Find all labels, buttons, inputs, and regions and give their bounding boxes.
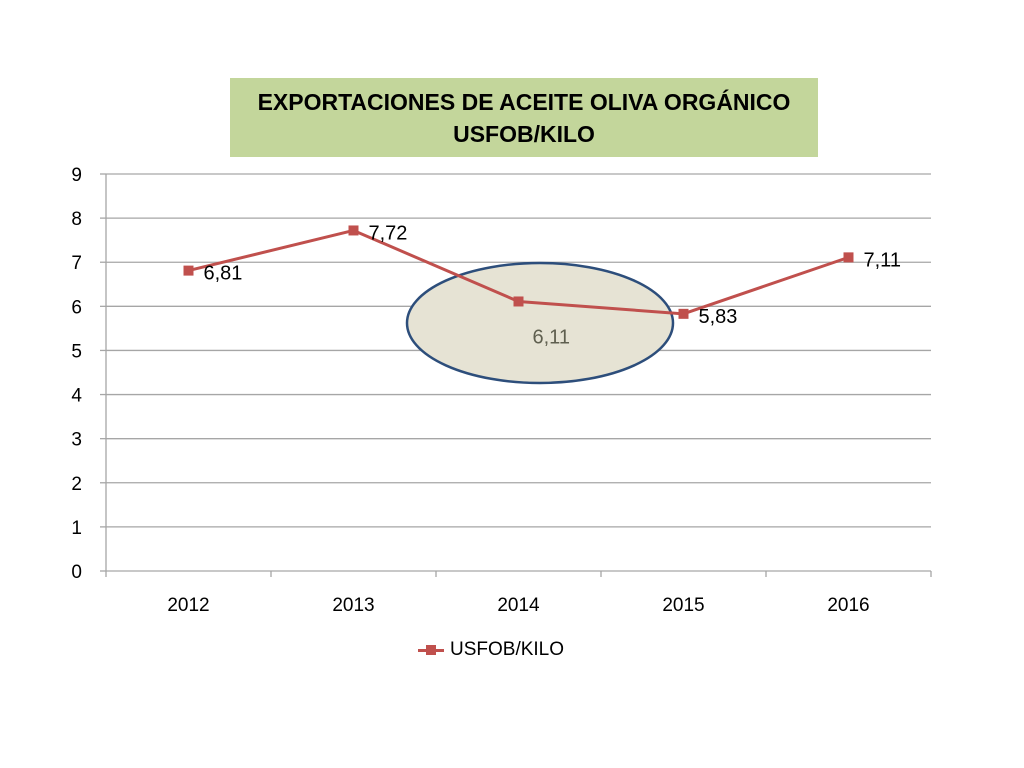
y-tick-label: 7 bbox=[71, 253, 82, 274]
legend-marker-icon bbox=[426, 644, 436, 655]
data-point bbox=[843, 252, 854, 263]
y-tick-label: 1 bbox=[71, 518, 82, 539]
y-tick-label: 6 bbox=[71, 297, 82, 318]
chart-title-line-2: USFOB/KILO bbox=[453, 120, 595, 147]
chart-title: EXPORTACIONES DE ACEITE OLIVA ORGÁNICO U… bbox=[230, 78, 818, 157]
x-tick-label: 2015 bbox=[662, 595, 704, 616]
data-point bbox=[348, 225, 359, 236]
x-tick-label: 2013 bbox=[332, 595, 374, 616]
legend-line-swatch bbox=[418, 644, 444, 655]
y-tick-label: 2 bbox=[71, 474, 82, 495]
y-tick-label: 4 bbox=[71, 386, 82, 407]
data-label: 6,81 bbox=[204, 263, 243, 285]
data-point bbox=[513, 296, 524, 307]
legend-label: USFOB/KILO bbox=[450, 639, 565, 660]
y-tick-label: 0 bbox=[71, 562, 82, 583]
data-point bbox=[183, 265, 194, 276]
axes: 0 1 2 3 4 5 6 7 8 9 2012 2013 2014 2015 2016 bbox=[71, 165, 932, 616]
data-labels: 6,81 7,72 6,11 5,83 7,11 bbox=[204, 222, 901, 348]
series-layer bbox=[183, 225, 854, 319]
legend: USFOB/KILO bbox=[418, 639, 564, 661]
data-label: 7,72 bbox=[369, 222, 408, 244]
highlight-ellipse bbox=[405, 261, 675, 385]
data-point bbox=[678, 308, 689, 319]
x-tick-label: 2014 bbox=[497, 595, 540, 616]
y-tick-label: 8 bbox=[71, 209, 82, 230]
data-label: 6,11 bbox=[533, 326, 570, 348]
x-tick-label: 2016 bbox=[827, 595, 869, 616]
data-label: 5,83 bbox=[699, 306, 738, 328]
chart-title-line-1: EXPORTACIONES DE ACEITE OLIVA ORGÁNICO bbox=[257, 88, 791, 115]
data-label: 7,11 bbox=[864, 249, 901, 271]
x-tick-label: 2012 bbox=[167, 595, 209, 616]
y-tick-label: 9 bbox=[71, 165, 82, 186]
y-tick-label: 3 bbox=[71, 430, 82, 451]
y-tick-label: 5 bbox=[71, 341, 82, 362]
